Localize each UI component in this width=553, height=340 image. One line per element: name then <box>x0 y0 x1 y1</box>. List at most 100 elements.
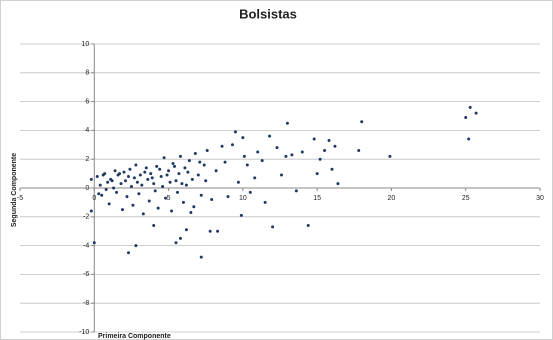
point <box>126 174 130 178</box>
point <box>170 209 174 213</box>
point <box>284 154 288 158</box>
point <box>153 189 157 193</box>
point <box>147 199 151 203</box>
point <box>115 190 119 194</box>
point <box>323 149 327 153</box>
point <box>330 167 334 171</box>
point <box>256 150 260 154</box>
point <box>132 176 136 180</box>
point <box>165 173 169 177</box>
point <box>210 198 214 202</box>
point <box>135 180 139 184</box>
point <box>474 111 478 115</box>
y-tick-label: 4 <box>85 127 89 134</box>
point <box>468 105 472 109</box>
x-tick-label: 25 <box>462 195 470 202</box>
point <box>183 166 187 170</box>
point <box>113 169 117 173</box>
point <box>158 167 162 171</box>
point <box>181 200 185 204</box>
point <box>138 173 142 177</box>
point <box>312 137 316 141</box>
point <box>137 192 141 196</box>
point <box>220 144 224 148</box>
point <box>226 195 230 199</box>
point <box>125 195 129 199</box>
point <box>178 236 182 240</box>
point <box>263 200 267 204</box>
point <box>152 223 156 227</box>
point <box>161 185 165 189</box>
point <box>253 176 257 180</box>
point <box>233 130 237 134</box>
point <box>110 179 114 183</box>
point <box>177 172 181 176</box>
point <box>100 193 104 197</box>
point <box>199 255 203 259</box>
point <box>245 163 249 167</box>
point <box>189 210 193 214</box>
point <box>388 154 392 158</box>
y-tick-label: 2 <box>85 156 89 163</box>
point <box>204 179 208 183</box>
point <box>119 182 123 186</box>
point <box>155 164 159 168</box>
point <box>143 170 147 174</box>
point <box>89 209 93 213</box>
point <box>300 150 304 154</box>
point <box>173 164 177 168</box>
point <box>156 206 160 210</box>
point <box>239 213 243 217</box>
point <box>236 180 240 184</box>
point <box>129 185 133 189</box>
x-tick-label: 15 <box>313 195 321 202</box>
x-tick-label: 10 <box>239 195 247 202</box>
point <box>230 143 234 147</box>
point <box>178 154 182 158</box>
point <box>208 229 212 233</box>
point <box>121 208 125 212</box>
y-tick-label: -4 <box>83 242 89 249</box>
x-tick-label: 5 <box>167 195 171 202</box>
y-tick-label: 6 <box>85 98 89 105</box>
point <box>174 179 178 183</box>
point <box>123 179 127 183</box>
point <box>167 169 171 173</box>
point <box>190 177 194 181</box>
point <box>279 173 283 177</box>
point <box>285 121 289 125</box>
point <box>241 136 245 140</box>
point <box>242 154 246 158</box>
point <box>205 149 209 153</box>
point <box>152 182 156 186</box>
point <box>268 134 272 138</box>
point <box>306 223 310 227</box>
point <box>360 120 364 124</box>
point <box>134 163 138 167</box>
point <box>271 225 275 229</box>
y-tick-label: -2 <box>83 214 89 221</box>
x-tick-label: -5 <box>17 195 23 202</box>
point <box>95 174 99 178</box>
point <box>118 172 122 176</box>
point <box>357 149 361 153</box>
point <box>186 170 190 174</box>
point <box>198 160 202 164</box>
point <box>98 183 102 187</box>
point <box>184 183 188 187</box>
point <box>464 115 468 119</box>
point <box>171 162 175 166</box>
point <box>202 163 206 167</box>
y-tick-label: -10 <box>79 329 89 336</box>
point <box>146 177 150 181</box>
point <box>164 196 168 200</box>
point <box>168 180 172 184</box>
point <box>97 192 101 196</box>
point <box>107 202 111 206</box>
x-tick-label: 20 <box>388 195 396 202</box>
point <box>101 173 105 177</box>
point <box>199 193 203 197</box>
point <box>214 169 218 173</box>
x-axis-label: Primeira Componente <box>98 333 171 340</box>
